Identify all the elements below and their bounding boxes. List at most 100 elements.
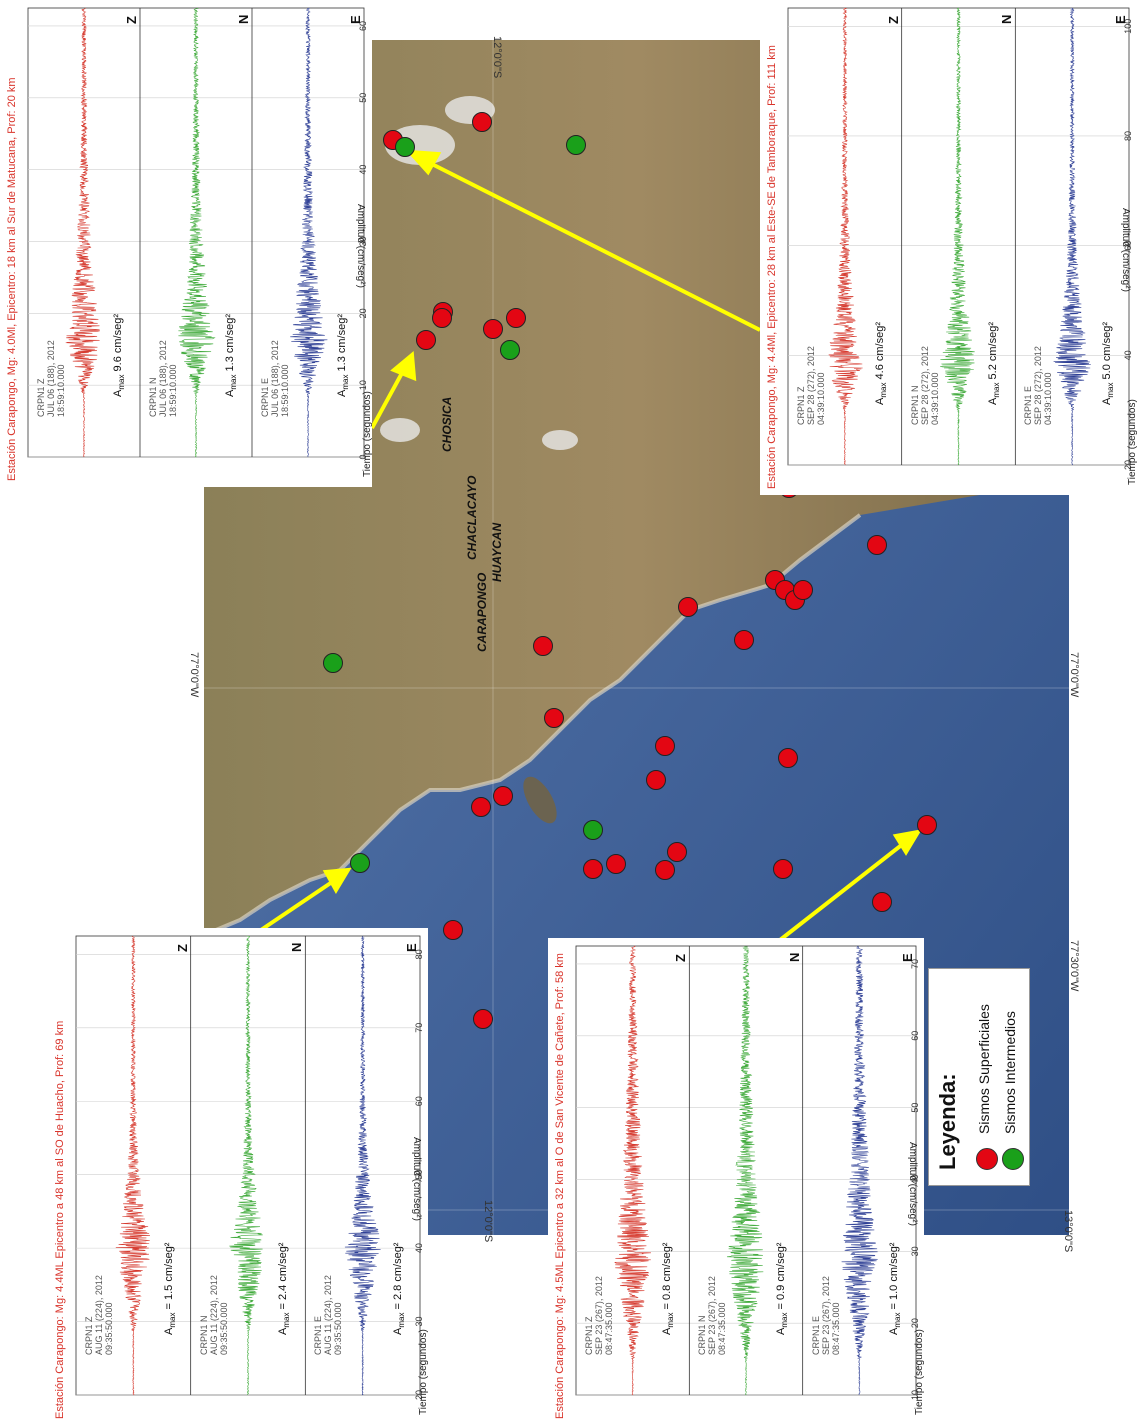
legend-dot-superficial (976, 1148, 998, 1170)
legend-dot-intermedio (1002, 1148, 1024, 1170)
arrows (256, 149, 922, 942)
time-tick-label: 10 (358, 380, 368, 390)
time-tick-label: 60 (358, 21, 368, 31)
time-tick-label: 40 (358, 165, 368, 175)
y-axis-label: Amplitud (cm/seg²) (355, 203, 366, 288)
component-label-e: E (1113, 15, 1128, 24)
station-code: CRPN1 N (198, 1315, 209, 1355)
waveform-n (229, 935, 263, 1395)
time-tick-label: 30 (910, 1246, 920, 1256)
amax-label: Amax 9.6 cm/seg² (112, 314, 127, 397)
component-label-n: N (999, 14, 1015, 24)
time-tick-label: 80 (414, 949, 424, 959)
component-label-n: N (289, 942, 305, 952)
time-tick-label: 20 (1123, 460, 1133, 470)
town-huaycan: HUAYCAN (490, 522, 504, 582)
panel-title: Estación Carapongo: Mg: 4.5ML Epicentro … (554, 953, 566, 1419)
record-time: 08:47:35.000 (830, 1302, 841, 1355)
time-tick-label: 100 (1123, 19, 1133, 34)
time-tick-label: 70 (414, 1023, 424, 1033)
time-tick-label: 80 (1123, 131, 1133, 141)
record-time: 18:59:10.000 (56, 364, 66, 417)
legend-label-superficial: Sismos Superficiales (976, 1004, 992, 1134)
record-time: 08:47:35.000 (604, 1302, 614, 1355)
record-time: 08:47:35.000 (717, 1302, 728, 1355)
arrow-huacho (256, 876, 340, 934)
seismogram-plot: 20 40 60 80 100 (787, 7, 1133, 470)
waveform-e (841, 945, 878, 1396)
seismogram-plot: 10 20 30 40 50 60 70 (575, 945, 920, 1400)
record-time: 18:59:10.000 (168, 364, 178, 417)
arrow-tamboraque (419, 156, 761, 332)
panel-title: Estación Carapongo, Mg: 4.0Ml, Epicentro… (6, 77, 18, 481)
town-chaclacayo: CHACLACAYO (465, 475, 479, 560)
record-date: AUG 11 (224), 2012 (208, 1275, 219, 1355)
panel-title: Estación Carapongo: Mg: 4.4ML Epicentro … (54, 1020, 66, 1419)
record-time: 04:39:10.000 (816, 372, 826, 425)
waveform-z (65, 7, 100, 458)
x-axis-label: Tiempo (segundos) (914, 1329, 925, 1415)
time-tick-label: 20 (414, 1390, 424, 1400)
amax-label: Amax = 2.4 cm/seg² (277, 1242, 292, 1335)
record-date: JUL 06 (188), 2012 (158, 340, 168, 417)
station-code: CRPN1 Z (796, 386, 806, 425)
record-date: AUG 11 (224), 2012 (323, 1275, 334, 1355)
station-code: CRPN1 Z (584, 1316, 594, 1355)
time-tick-label: 40 (414, 1243, 424, 1253)
record-time: 04:39:10.000 (1043, 372, 1054, 425)
time-tick-label: 60 (1123, 241, 1133, 251)
record-date: SEP 23 (267), 2012 (594, 1276, 604, 1355)
time-tick-label: 40 (1123, 350, 1133, 360)
component-label-n: N (786, 952, 802, 962)
time-tick-label: 70 (910, 959, 920, 969)
amax-label: Amax 1.3 cm/seg² (336, 314, 351, 397)
component-label-e: E (348, 15, 363, 24)
time-tick-label: 60 (414, 1096, 424, 1106)
record-date: SEP 28 (272), 2012 (1033, 346, 1044, 425)
amax-label: Amax = 2.8 cm/seg² (392, 1242, 407, 1335)
amax-label: Amax = 0.9 cm/seg² (774, 1242, 789, 1335)
panel-title: Estación Carapongo, Mg: 4.4Ml, Epicentro… (766, 45, 778, 489)
waveform-z (828, 7, 863, 466)
station-code: CRPN1 E (260, 377, 270, 417)
station-code: CRPN1 E (810, 1315, 821, 1355)
waveform-n (940, 7, 975, 466)
component-label-z: Z (174, 944, 190, 952)
record-time: 09:35:50.000 (218, 1302, 229, 1355)
record-date: SEP 28 (272), 2012 (919, 346, 930, 425)
record-time: 18:59:10.000 (280, 364, 290, 417)
amax-label: Amax 5.2 cm/seg² (987, 322, 1002, 405)
seismogram-panel-matucana: 0 10 20 30 40 50 60 Estación Carapongo, Mg: 4.0… (0, 0, 373, 487)
record-date: SEP 23 (267), 2012 (820, 1276, 831, 1355)
record-time: 09:35:50.000 (104, 1302, 114, 1355)
lon-label-left: 77°30'0"W (1068, 940, 1080, 992)
station-code: CRPN1 Z (84, 1316, 94, 1355)
seismogram-panel-tamboraque: 20 40 60 80 100 Estación Carapongo, Mg: 4.4Ml… (760, 0, 1137, 495)
time-tick-label: 30 (414, 1317, 424, 1327)
seismogram-plot: 0 10 20 30 40 50 60 (27, 7, 368, 460)
lon-label-mid-right: 77°0'0"W (1068, 652, 1080, 698)
waveform-z (115, 935, 151, 1396)
time-tick-label: 0 (358, 454, 368, 459)
component-label-z: Z (673, 954, 689, 962)
lat-label-bottom: 13°0'0"S (1062, 1210, 1074, 1253)
record-date: AUG 11 (224), 2012 (94, 1275, 104, 1355)
time-tick-label: 40 (910, 1174, 920, 1184)
record-time: 04:39:10.000 (929, 372, 940, 425)
waveform-z (614, 945, 652, 1396)
component-label-z: Z (885, 16, 901, 24)
time-tick-label: 20 (358, 308, 368, 318)
component-label-e: E (404, 943, 419, 952)
y-axis-label: Amplitud (cm/seg²) (411, 1136, 422, 1221)
record-date: JUL 06 (188), 2012 (270, 340, 280, 417)
time-tick-label: 30 (358, 236, 368, 246)
seismogram-panel-huacho: 20 30 40 50 60 70 80 Estación Carapongo: Mg: 4.… (48, 928, 429, 1425)
lat-label-mid: 12°0'0"S (482, 1200, 494, 1243)
station-code: CRPN1 E (1023, 385, 1034, 425)
record-time: 09:35:50.000 (333, 1302, 344, 1355)
record-date: SEP 23 (267), 2012 (707, 1276, 718, 1355)
time-tick-label: 60 (910, 1031, 920, 1041)
amax-label: Amax = 0.8 cm/seg² (661, 1242, 676, 1335)
amax-label: Amax 1.3 cm/seg² (224, 314, 239, 397)
